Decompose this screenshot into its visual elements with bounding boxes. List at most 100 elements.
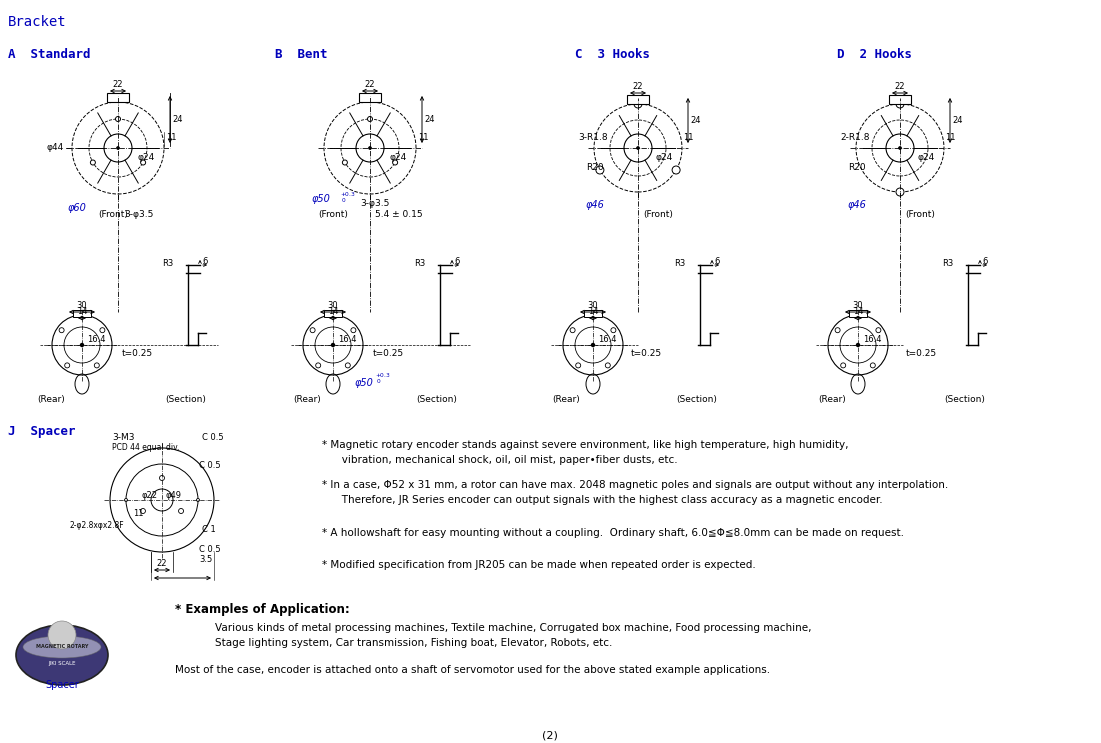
Circle shape — [65, 363, 69, 368]
Circle shape — [876, 328, 881, 333]
Text: 6: 6 — [454, 256, 459, 265]
Bar — [626, 95, 648, 104]
Text: φ44: φ44 — [46, 143, 64, 152]
Circle shape — [611, 328, 615, 333]
Circle shape — [95, 363, 99, 368]
Text: 11: 11 — [166, 134, 176, 143]
Text: R3: R3 — [674, 259, 685, 267]
Text: φ49: φ49 — [165, 490, 181, 499]
Text: 11: 11 — [133, 510, 144, 519]
Text: 3-M3: 3-M3 — [112, 433, 134, 443]
Text: $^{+0.3}_{\ 0}$: $^{+0.3}_{\ 0}$ — [375, 372, 391, 386]
Circle shape — [196, 499, 199, 502]
Text: MAGNETIC ROTARY: MAGNETIC ROTARY — [35, 644, 88, 649]
Circle shape — [160, 476, 164, 481]
Circle shape — [596, 166, 603, 174]
Circle shape — [634, 100, 642, 108]
Circle shape — [672, 166, 680, 174]
Text: 2-R1.8: 2-R1.8 — [840, 134, 870, 143]
Text: φ24: φ24 — [918, 154, 935, 163]
Circle shape — [331, 343, 335, 346]
Circle shape — [570, 328, 575, 333]
Text: C 0.5: C 0.5 — [201, 432, 224, 441]
Text: 2-φ2.8xφx2.8F: 2-φ2.8xφx2.8F — [70, 521, 124, 530]
Circle shape — [100, 328, 105, 333]
Circle shape — [870, 363, 875, 368]
Text: 16.4: 16.4 — [338, 336, 357, 345]
Text: C  3 Hooks: C 3 Hooks — [575, 48, 650, 61]
Text: t=0.25: t=0.25 — [631, 348, 662, 357]
Text: * In a case, Φ52 x 31 mm, a rotor can have max. 2048 magnetic poles and signals : * In a case, Φ52 x 31 mm, a rotor can ha… — [321, 480, 948, 490]
Ellipse shape — [17, 625, 108, 685]
Text: (Front): (Front) — [905, 210, 935, 219]
Circle shape — [141, 160, 145, 165]
Text: 16.4: 16.4 — [87, 336, 106, 345]
Text: φ46: φ46 — [586, 200, 604, 210]
Text: 14: 14 — [328, 307, 338, 316]
Circle shape — [368, 117, 372, 122]
Text: 24: 24 — [172, 115, 183, 124]
Circle shape — [576, 363, 580, 368]
Text: Various kinds of metal processing machines, Textile machine, Corrugated box mach: Various kinds of metal processing machin… — [215, 623, 811, 633]
Text: (Rear): (Rear) — [818, 395, 846, 404]
Circle shape — [80, 343, 84, 346]
Text: φ22: φ22 — [141, 490, 157, 499]
Circle shape — [369, 146, 371, 149]
Text: 30: 30 — [328, 301, 338, 310]
Bar — [107, 93, 129, 102]
Text: (Front): (Front) — [643, 210, 673, 219]
Text: (Section): (Section) — [416, 395, 457, 404]
Text: (Section): (Section) — [676, 395, 717, 404]
Text: $^{+0.3}_{\ 0}$: $^{+0.3}_{\ 0}$ — [340, 190, 356, 205]
Text: 22: 22 — [112, 80, 123, 89]
Circle shape — [393, 160, 397, 165]
Text: PCD 44 equal div.: PCD 44 equal div. — [112, 443, 179, 452]
Text: R3: R3 — [162, 259, 173, 267]
Text: Spacer: Spacer — [45, 680, 79, 690]
Text: 6: 6 — [982, 256, 988, 265]
Bar — [849, 310, 866, 317]
Text: * Magnetic rotary encoder stands against severe environment, like high temperatu: * Magnetic rotary encoder stands against… — [321, 440, 849, 450]
Circle shape — [310, 328, 315, 333]
Text: 14: 14 — [588, 307, 598, 316]
Circle shape — [116, 117, 120, 122]
Text: C 0.5: C 0.5 — [199, 461, 220, 470]
Text: 22: 22 — [895, 82, 905, 91]
Text: (Section): (Section) — [944, 395, 985, 404]
Circle shape — [117, 146, 120, 149]
Text: * Modified specification from JR205 can be made when repeated order is expected.: * Modified specification from JR205 can … — [321, 560, 755, 570]
Text: C 0.5: C 0.5 — [199, 545, 220, 554]
Text: 24: 24 — [424, 115, 435, 124]
Text: (2): (2) — [542, 730, 558, 740]
Text: Bracket: Bracket — [8, 15, 67, 29]
Text: φ50: φ50 — [312, 194, 331, 204]
Text: t=0.25: t=0.25 — [906, 348, 937, 357]
Circle shape — [48, 621, 76, 649]
Bar — [324, 310, 342, 317]
Text: 24: 24 — [952, 116, 962, 125]
Text: J  Spacer: J Spacer — [8, 425, 76, 438]
Text: * A hollowshaft for easy mounting without a coupling.  Ordinary shaft, 6.0≦Φ≦8.0: * A hollowshaft for easy mounting withou… — [321, 528, 904, 538]
Text: 14: 14 — [77, 307, 87, 316]
Text: R20: R20 — [586, 163, 603, 172]
Text: 11: 11 — [418, 134, 428, 143]
Bar — [584, 310, 602, 317]
Text: R20: R20 — [848, 163, 865, 172]
Text: D  2 Hooks: D 2 Hooks — [837, 48, 912, 61]
Circle shape — [342, 160, 348, 165]
Circle shape — [351, 328, 356, 333]
Circle shape — [836, 328, 840, 333]
Circle shape — [316, 363, 320, 368]
Circle shape — [591, 343, 595, 346]
Text: (Front): (Front) — [318, 210, 348, 219]
Text: (Rear): (Rear) — [37, 395, 65, 404]
Text: 22: 22 — [156, 559, 167, 568]
Text: 14: 14 — [853, 307, 863, 316]
Text: 16.4: 16.4 — [863, 336, 882, 345]
Circle shape — [857, 343, 860, 346]
Bar — [73, 310, 91, 317]
Text: 30: 30 — [77, 301, 87, 310]
Text: 5.4 ± 0.15: 5.4 ± 0.15 — [375, 210, 423, 219]
Text: R3: R3 — [414, 259, 425, 267]
Circle shape — [636, 146, 640, 149]
